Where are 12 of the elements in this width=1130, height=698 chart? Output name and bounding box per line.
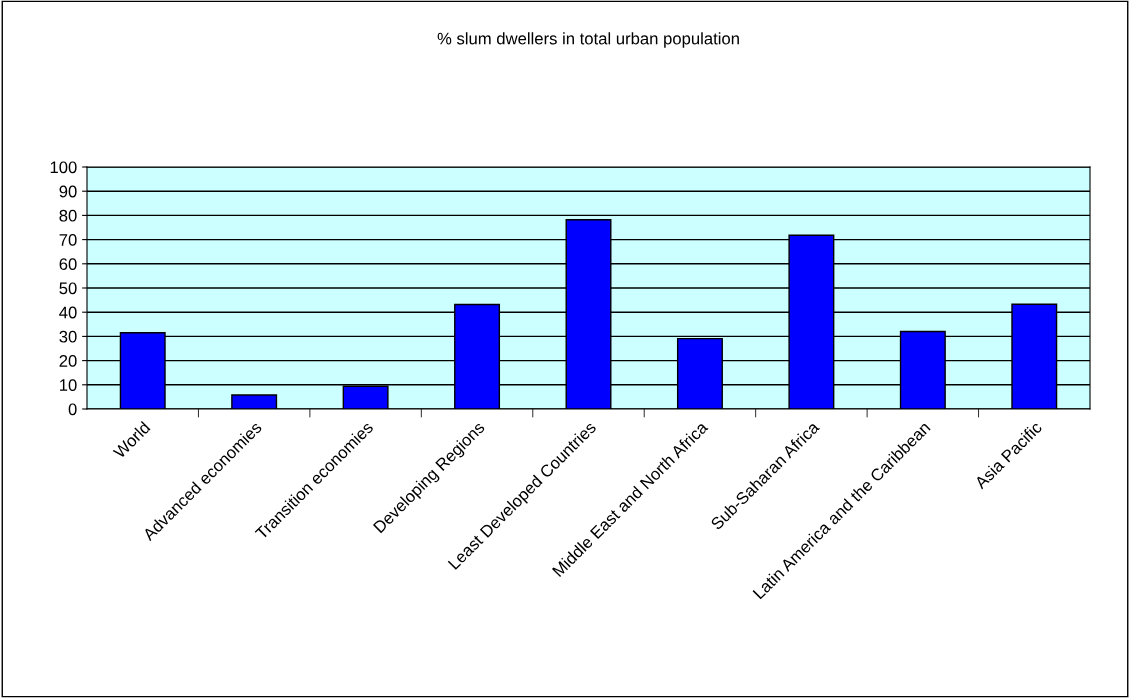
y-tick-label: 50: [59, 282, 77, 295]
y-tick-label: 70: [59, 234, 77, 246]
y-tick-label: 10: [60, 379, 77, 391]
y-tick-label: 0: [68, 403, 77, 416]
y-tick-label: 90: [59, 185, 77, 198]
chart-title: % slum dwellers in total urban population: [437, 32, 739, 48]
y-tick-label: 40: [59, 306, 77, 319]
y-tick-label: 20: [59, 355, 77, 367]
y-tick-label: 100: [50, 161, 77, 174]
y-tick-label: 30: [59, 330, 77, 343]
y-tick-label: 60: [59, 258, 77, 270]
y-tick-label: 80: [59, 209, 77, 222]
